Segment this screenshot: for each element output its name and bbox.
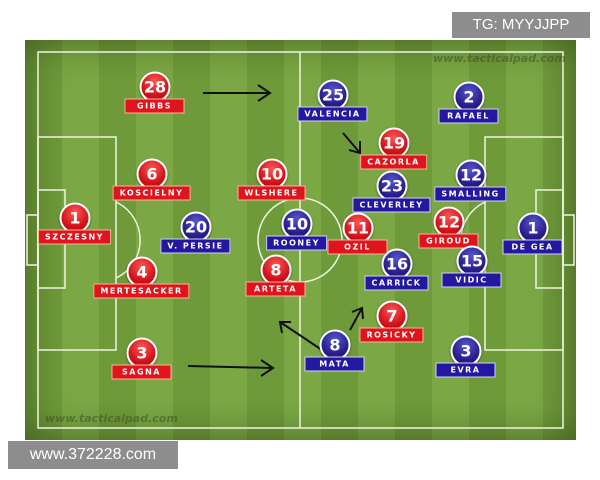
- arrow-right: [203, 84, 272, 102]
- player-name-label: SMALLING: [434, 186, 507, 202]
- blue-player: 15 VIDIC: [441, 245, 502, 288]
- player-name-label: CARRICK: [364, 275, 429, 291]
- blue-player: 12 SMALLING: [434, 159, 507, 202]
- blue-player: 25 VALENCIA: [297, 79, 368, 122]
- red-player: 28 GIBBS: [124, 71, 185, 114]
- player-name-label: CLEVERLEY: [352, 197, 431, 213]
- red-player: 6 KOSCIELNY: [112, 158, 191, 201]
- watermark-text: www.tacticalpad.com: [45, 412, 178, 425]
- blue-player: 16 CARRICK: [364, 248, 429, 291]
- red-player: 8 ARTETA: [245, 254, 306, 297]
- player-name-label: SZCZESNY: [38, 229, 111, 245]
- player-name-label: V. PERSIE: [160, 238, 231, 254]
- watermark-text: www.tacticalpad.com: [433, 52, 566, 65]
- player-number-badge: 7: [376, 300, 408, 332]
- player-name-label: ROSICKY: [359, 327, 424, 343]
- blue-player: 1 DE GEA: [502, 212, 563, 255]
- player-name-label: VALENCIA: [297, 106, 368, 122]
- red-player: 7 ROSICKY: [359, 300, 424, 343]
- player-name-label: WLSHERE: [237, 185, 306, 201]
- player-name-label: OZIL: [327, 239, 388, 255]
- player-name-label: MATA: [304, 356, 365, 372]
- player-name-label: MERTESACKER: [93, 283, 190, 299]
- red-player: 3 SAGNA: [111, 337, 172, 380]
- player-number-badge: 2: [453, 81, 485, 113]
- red-player: 1 SZCZESNY: [38, 202, 111, 245]
- player-name-label: RAFAEL: [438, 108, 499, 124]
- arrow-down-right: [342, 132, 361, 155]
- red-player: 10 WLSHERE: [237, 158, 306, 201]
- red-player: 11 OZIL: [327, 212, 388, 255]
- blue-player: 8 MATA: [304, 329, 365, 372]
- player-number-badge: 1: [517, 212, 549, 244]
- player-number-badge: 12: [455, 159, 487, 191]
- player-number-badge: 4: [126, 256, 158, 288]
- arrow-up-right: [349, 306, 364, 331]
- player-number-badge: 19: [378, 127, 410, 159]
- player-name-label: ROONEY: [266, 235, 327, 251]
- red-player: 19 CAZORLA: [360, 127, 427, 170]
- red-player: 4 MERTESACKER: [93, 256, 190, 299]
- player-number-badge: 3: [126, 337, 158, 369]
- player-name-label: CAZORLA: [360, 154, 427, 170]
- arrow-up-left: [278, 321, 323, 351]
- player-name-label: KOSCIELNY: [112, 185, 191, 201]
- player-number-badge: 12: [433, 206, 465, 238]
- player-number-badge: 16: [381, 248, 413, 280]
- blue-player: 2 RAFAEL: [438, 81, 499, 124]
- player-number-badge: 15: [456, 245, 488, 277]
- pitch: www.tacticalpad.com www.tacticalpad.com …: [25, 40, 576, 440]
- player-name-label: SAGNA: [111, 364, 172, 380]
- player-name-label: GIBBS: [124, 98, 185, 114]
- watermark-tag: TG: MYYJJPP: [452, 12, 590, 38]
- player-number-badge: 23: [376, 170, 408, 202]
- blue-player: 20 V. PERSIE: [160, 211, 231, 254]
- player-name-label: ARTETA: [245, 281, 306, 297]
- blue-player: 10 ROONEY: [266, 208, 327, 251]
- player-name-label: EVRA: [435, 362, 496, 378]
- movement-arrows: [187, 84, 364, 377]
- blue-player: 23 CLEVERLEY: [352, 170, 431, 213]
- player-name-label: GIROUD: [418, 233, 479, 249]
- player-number-badge: 20: [180, 211, 212, 243]
- red-player: 12 GIROUD: [418, 206, 479, 249]
- player-number-badge: 28: [139, 71, 171, 103]
- player-name-label: DE GEA: [502, 239, 563, 255]
- watermark-site: www.372228.com: [8, 441, 178, 469]
- blue-player: 3 EVRA: [435, 335, 496, 378]
- arrow-right: [187, 359, 275, 377]
- player-name-label: VIDIC: [441, 272, 502, 288]
